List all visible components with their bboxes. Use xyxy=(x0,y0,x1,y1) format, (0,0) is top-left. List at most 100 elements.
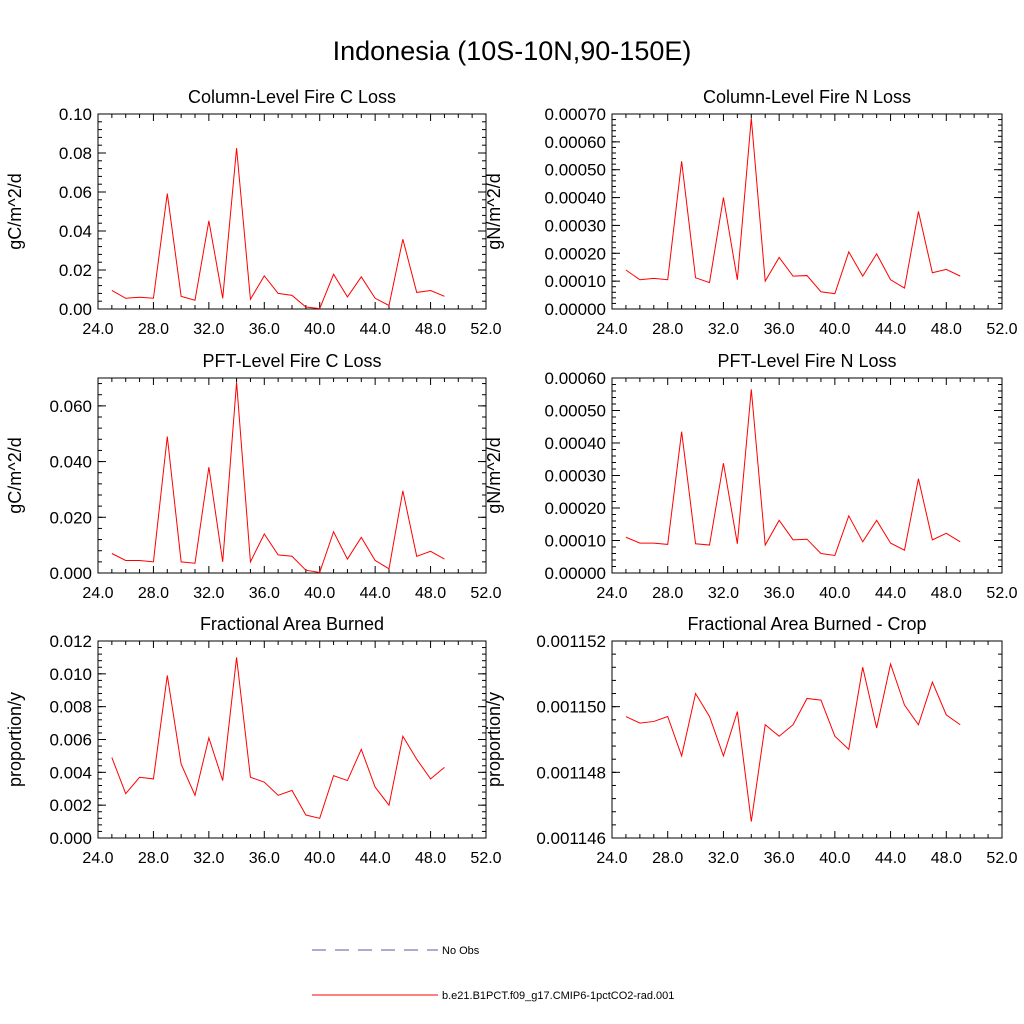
y-tick-label: 0.001148 xyxy=(536,763,606,782)
y-tick-label: 0.00040 xyxy=(545,189,606,208)
plot-frame xyxy=(97,377,487,574)
chart-panels: 24.0 28.0 32.0 36.0 40.0 44.0 48.0 52.0 0.00 0.02… xyxy=(5,87,1018,867)
x-tick-label: 28.0 xyxy=(652,850,683,867)
y-tick-label: 0.040 xyxy=(49,453,92,472)
y-tick-label: 0.020 xyxy=(49,508,92,527)
x-tick-label: 52.0 xyxy=(986,850,1017,867)
y-tick-label: 0.00070 xyxy=(545,105,606,124)
panel-title: Fractional Area Burned xyxy=(200,614,384,634)
y-tick-label: 0.00050 xyxy=(545,402,606,421)
y-tick-label: 0.06 xyxy=(59,183,92,202)
y-axis-label: gN/m^2/d xyxy=(484,437,504,513)
y-tick-label: 0.00010 xyxy=(545,532,606,551)
x-tick-label: 40.0 xyxy=(304,321,335,338)
series-line-1 xyxy=(625,662,961,822)
x-tick-label: 24.0 xyxy=(82,321,113,338)
y-tick-label: 0.006 xyxy=(49,731,92,750)
x-tick-label: 48.0 xyxy=(415,585,446,602)
x-tick-label: 48.0 xyxy=(931,850,962,867)
x-tick-label: 28.0 xyxy=(138,585,169,602)
y-tick-label: 0.02 xyxy=(59,261,92,280)
x-tick-label: 48.0 xyxy=(931,321,962,338)
x-tick-label: 32.0 xyxy=(193,321,224,338)
series-line-1 xyxy=(625,389,961,557)
x-tick-label: 48.0 xyxy=(415,850,446,867)
x-tick-label: 40.0 xyxy=(819,850,850,867)
plot-frame xyxy=(611,113,1003,310)
x-tick-label: 24.0 xyxy=(596,585,627,602)
x-tick-label: 48.0 xyxy=(931,585,962,602)
chart-panel-2: 24.0 28.0 32.0 36.0 40.0 44.0 48.0 52.0 0.00000 0… xyxy=(484,87,1018,338)
x-tick-label: 24.0 xyxy=(596,850,627,867)
x-tick-label: 52.0 xyxy=(470,850,501,867)
panel-title: PFT-Level Fire C Loss xyxy=(202,351,381,371)
y-tick-label: 0.00040 xyxy=(545,434,606,453)
y-axis-label: gC/m^2/d xyxy=(5,173,25,249)
chart-panel-5: 24.0 28.0 32.0 36.0 40.0 44.0 48.0 52.0 0.000 0.0… xyxy=(5,614,502,867)
panel-title: Fractional Area Burned - Crop xyxy=(687,614,926,634)
x-tick-label: 28.0 xyxy=(652,585,683,602)
y-tick-label: 0.08 xyxy=(59,144,92,163)
y-tick-label: 0.00000 xyxy=(545,300,606,319)
y-tick-label: 0.10 xyxy=(59,105,92,124)
series-line-1 xyxy=(111,148,445,310)
x-tick-label: 40.0 xyxy=(304,585,335,602)
series-line-1 xyxy=(625,118,961,295)
x-tick-label: 52.0 xyxy=(986,585,1017,602)
plot-frame xyxy=(97,640,487,839)
panel-title: PFT-Level Fire N Loss xyxy=(717,351,896,371)
y-tick-label: 0.00030 xyxy=(545,216,606,235)
y-tick-label: 0.00020 xyxy=(545,244,606,263)
plot-frame xyxy=(611,377,1003,574)
x-tick-label: 44.0 xyxy=(875,850,906,867)
y-tick-label: 0.008 xyxy=(49,698,92,717)
x-tick-label: 40.0 xyxy=(304,850,335,867)
x-tick-label: 36.0 xyxy=(249,850,280,867)
y-tick-label: 0.00060 xyxy=(545,369,606,388)
x-tick-label: 44.0 xyxy=(360,585,391,602)
x-tick-label: 28.0 xyxy=(138,850,169,867)
y-tick-label: 0.00010 xyxy=(545,272,606,291)
y-tick-label: 0.00000 xyxy=(545,564,606,583)
y-tick-label: 0.00 xyxy=(59,300,92,319)
y-tick-label: 0.00020 xyxy=(545,499,606,518)
y-tick-label: 0.012 xyxy=(49,632,92,651)
x-tick-label: 24.0 xyxy=(82,850,113,867)
y-tick-label: 0.010 xyxy=(49,665,92,684)
main-title: Indonesia (10S-10N,90-150E) xyxy=(332,36,692,66)
y-axis-label: gN/m^2/d xyxy=(484,173,504,249)
y-axis-label: proportion/y xyxy=(484,692,504,787)
y-axis-label: proportion/y xyxy=(5,692,25,787)
legend-obs-label: No Obs xyxy=(442,945,480,957)
legend: No Obs b.e21.B1PCT.f09_g17.CMIP6-1pctCO2… xyxy=(312,945,674,1002)
x-tick-label: 24.0 xyxy=(82,585,113,602)
x-tick-label: 32.0 xyxy=(193,585,224,602)
x-tick-label: 24.0 xyxy=(596,321,627,338)
x-tick-label: 28.0 xyxy=(138,321,169,338)
y-tick-label: 0.00030 xyxy=(545,467,606,486)
x-tick-label: 32.0 xyxy=(708,850,739,867)
x-tick-label: 44.0 xyxy=(360,321,391,338)
panel-title: Column-Level Fire N Loss xyxy=(703,87,911,107)
series-line-1 xyxy=(111,382,445,574)
x-tick-label: 36.0 xyxy=(764,585,795,602)
y-tick-label: 0.002 xyxy=(49,796,92,815)
series-line-1 xyxy=(111,657,445,819)
x-tick-label: 36.0 xyxy=(249,585,280,602)
x-tick-label: 36.0 xyxy=(764,850,795,867)
x-tick-label: 28.0 xyxy=(652,321,683,338)
y-tick-label: 0.001150 xyxy=(536,698,606,717)
x-tick-label: 32.0 xyxy=(708,321,739,338)
x-tick-label: 36.0 xyxy=(249,321,280,338)
x-tick-label: 40.0 xyxy=(819,585,850,602)
x-tick-label: 40.0 xyxy=(819,321,850,338)
y-tick-label: 0.001152 xyxy=(536,632,606,651)
y-tick-label: 0.000 xyxy=(49,564,92,583)
x-tick-label: 48.0 xyxy=(415,321,446,338)
y-axis-label: gC/m^2/d xyxy=(5,437,25,513)
panel-title: Column-Level Fire C Loss xyxy=(188,87,396,107)
x-tick-label: 32.0 xyxy=(193,850,224,867)
y-tick-label: 0.00060 xyxy=(545,133,606,152)
chart-panel-6: 24.0 28.0 32.0 36.0 40.0 44.0 48.0 52.0 0.001146… xyxy=(484,614,1018,867)
y-tick-label: 0.04 xyxy=(59,222,92,241)
